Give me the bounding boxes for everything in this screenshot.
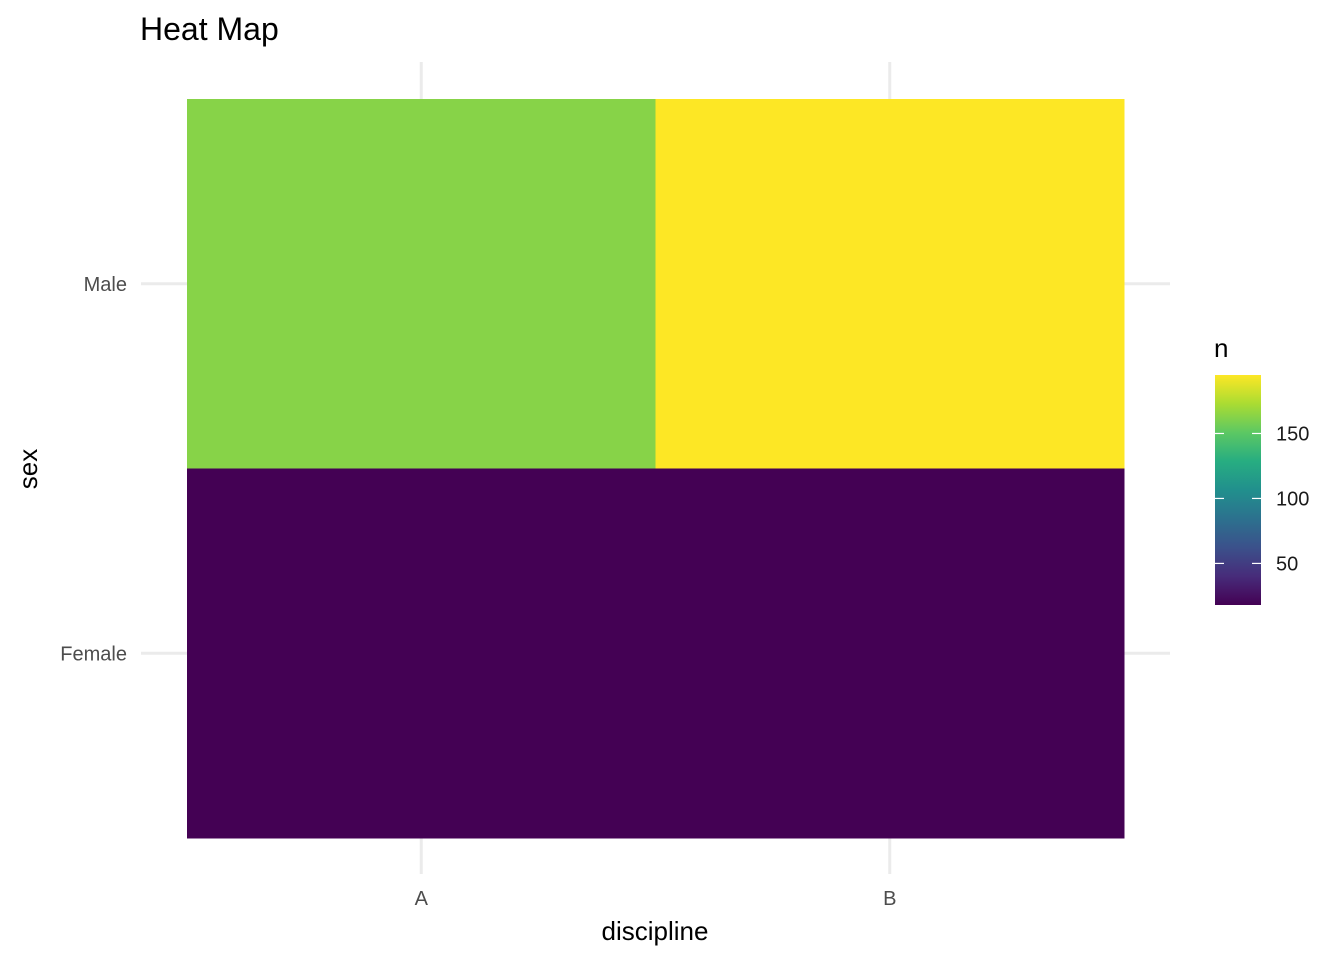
legend-tick-label: 50 <box>1276 553 1298 575</box>
y-axis-title: sex <box>13 449 43 489</box>
color-legend: n 50 100 150 <box>1214 333 1309 605</box>
y-tick-label: Male <box>84 274 127 296</box>
heatmap-cells <box>187 99 1125 839</box>
heatmap-cell-B-male <box>655 99 1125 469</box>
legend-colorbar <box>1215 375 1261 605</box>
legend-tick-label: 100 <box>1276 488 1309 510</box>
legend-ticks: 50 100 150 <box>1215 423 1309 575</box>
heatmap-cell-B-female <box>655 468 1125 839</box>
legend-title: n <box>1214 333 1228 363</box>
y-tick-label: Female <box>60 643 127 665</box>
legend-tick-label: 150 <box>1276 423 1309 445</box>
x-tick-label: A <box>415 888 429 910</box>
y-tick-labels: Female Male <box>60 274 127 666</box>
heatmap-cell-A-female <box>187 468 656 839</box>
heatmap-cell-A-male <box>187 99 656 469</box>
x-tick-label: B <box>883 888 896 910</box>
chart-title: Heat Map <box>140 11 279 47</box>
x-axis-title: discipline <box>602 916 709 946</box>
